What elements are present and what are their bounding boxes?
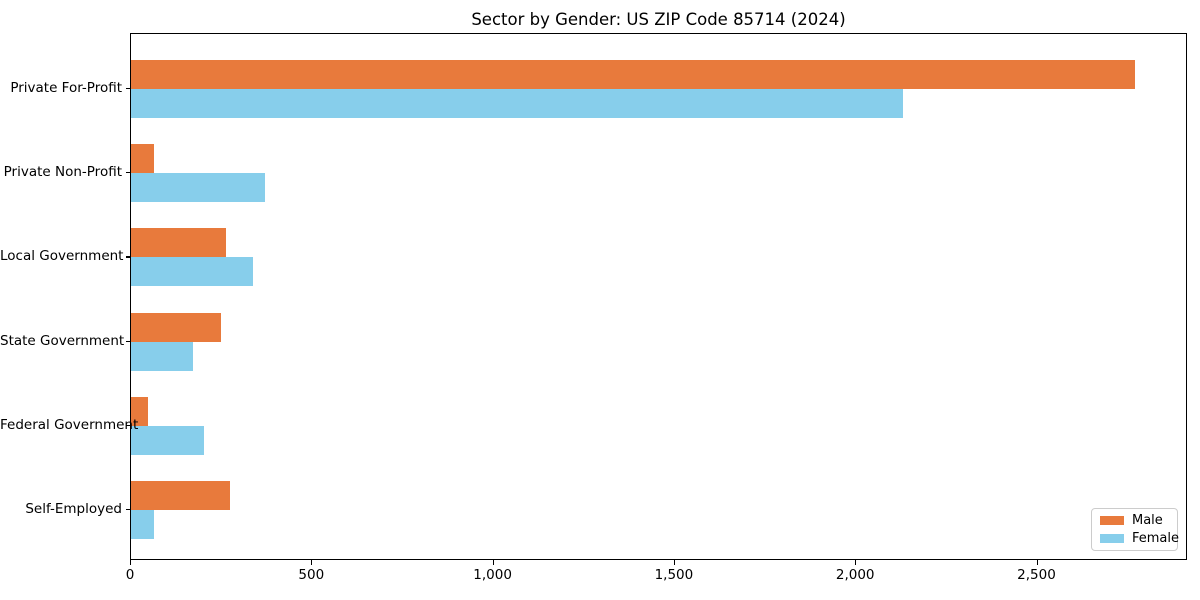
bar-male-5 — [131, 481, 230, 510]
y-tick-label: Self-Employed — [25, 501, 122, 517]
x-tick-label: 2,500 — [1017, 567, 1056, 583]
legend-label-male: Male — [1132, 513, 1163, 528]
x-tick-mark — [492, 560, 494, 565]
y-tick-mark — [126, 256, 131, 258]
y-tick-mark — [126, 424, 131, 426]
legend-item-female: Female — [1092, 531, 1180, 546]
x-tick-label: 1,000 — [473, 567, 512, 583]
y-tick-mark — [126, 509, 131, 511]
bar-male-4 — [131, 396, 149, 426]
plot-area — [130, 33, 1187, 560]
bar-female-1 — [131, 173, 266, 203]
y-tick-mark — [126, 88, 131, 90]
y-tick-label: Private Non-Profit — [3, 164, 122, 181]
y-tick-mark — [126, 340, 131, 342]
bar-female-4 — [131, 425, 204, 455]
x-tick-label: 1,500 — [654, 567, 694, 583]
bar-male-3 — [131, 312, 221, 342]
x-tick-label: 500 — [298, 567, 325, 583]
bar-female-5 — [131, 510, 155, 539]
bar-male-2 — [131, 228, 226, 258]
bar-male-1 — [131, 144, 155, 174]
y-tick-label: State Government — [0, 332, 125, 349]
bar-male-0 — [131, 60, 1136, 89]
x-tick-mark — [130, 560, 132, 565]
legend-swatch-male — [1100, 516, 1124, 525]
y-tick-label: Local Government — [0, 248, 124, 265]
bar-female-0 — [131, 89, 903, 118]
legend-swatch-female — [1100, 534, 1124, 543]
bar-female-3 — [131, 341, 193, 371]
y-tick-label: Private For-Profit — [10, 80, 122, 96]
x-tick-mark — [855, 560, 857, 565]
legend: Male Female — [1091, 508, 1180, 551]
y-tick-mark — [126, 172, 131, 174]
y-tick-label: Federal Government — [0, 416, 139, 433]
x-tick-mark — [311, 560, 313, 565]
bar-female-2 — [131, 257, 253, 287]
x-tick-mark — [1036, 560, 1038, 565]
x-tick-label: 0 — [125, 567, 135, 583]
x-tick-label: 2,000 — [835, 567, 875, 583]
chart-title: Sector by Gender: US ZIP Code 85714 (202… — [471, 10, 846, 29]
legend-item-male: Male — [1092, 513, 1177, 528]
x-tick-mark — [673, 560, 676, 565]
legend-label-female: Female — [1132, 531, 1180, 546]
